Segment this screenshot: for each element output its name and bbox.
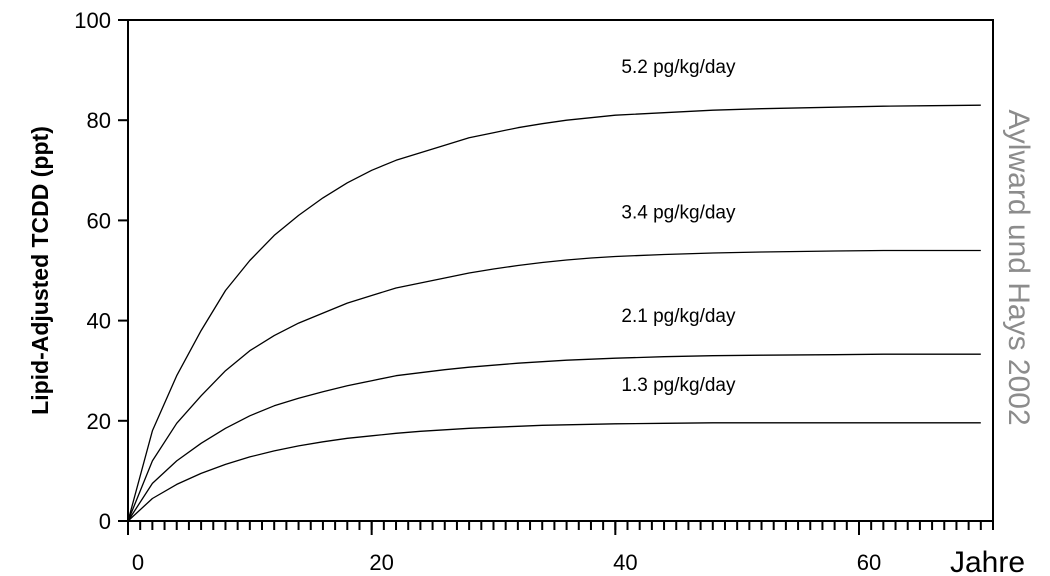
y-axis-label: Lipid-Adjusted TCDD (ppt) xyxy=(27,126,53,415)
axis-ticks: 0 20 40 60 0 20 40 60 80 100 xyxy=(74,8,881,575)
series-label-0: 5.2 pg/kg/day xyxy=(621,57,736,78)
series-line-2 xyxy=(127,353,981,522)
series-label-1: 3.4 pg/kg/day xyxy=(621,202,736,223)
y-tick-label: 40 xyxy=(87,309,111,334)
x-minor-ticks xyxy=(127,521,994,530)
series-line-0 xyxy=(127,104,981,522)
labels-layer: 5.2 pg/kg/day 3.4 pg/kg/day 2.1 pg/kg/day 1… xyxy=(621,57,736,396)
x-tick-label: 60 xyxy=(857,550,881,575)
plot-frame xyxy=(127,19,994,522)
series-line-1 xyxy=(127,249,981,522)
y-tick-label: 100 xyxy=(74,8,111,33)
y-tick-label: 80 xyxy=(87,108,111,133)
x-tick-label: 40 xyxy=(613,550,637,575)
series-layer xyxy=(127,104,981,522)
series-label-3: 1.3 pg/kg/day xyxy=(621,375,736,396)
x-tick-label: 20 xyxy=(369,550,393,575)
y-tick-label: 20 xyxy=(87,409,111,434)
credit-label: Aylward und Hays 2002 xyxy=(1002,109,1035,425)
x-axis-label: Jahre xyxy=(950,546,1025,576)
y-tick-label: 0 xyxy=(99,509,111,534)
series-line-3 xyxy=(127,422,981,522)
y-tick-label: 60 xyxy=(87,208,111,233)
x-tick-label: 0 xyxy=(132,550,144,575)
series-label-2: 2.1 pg/kg/day xyxy=(621,306,736,327)
